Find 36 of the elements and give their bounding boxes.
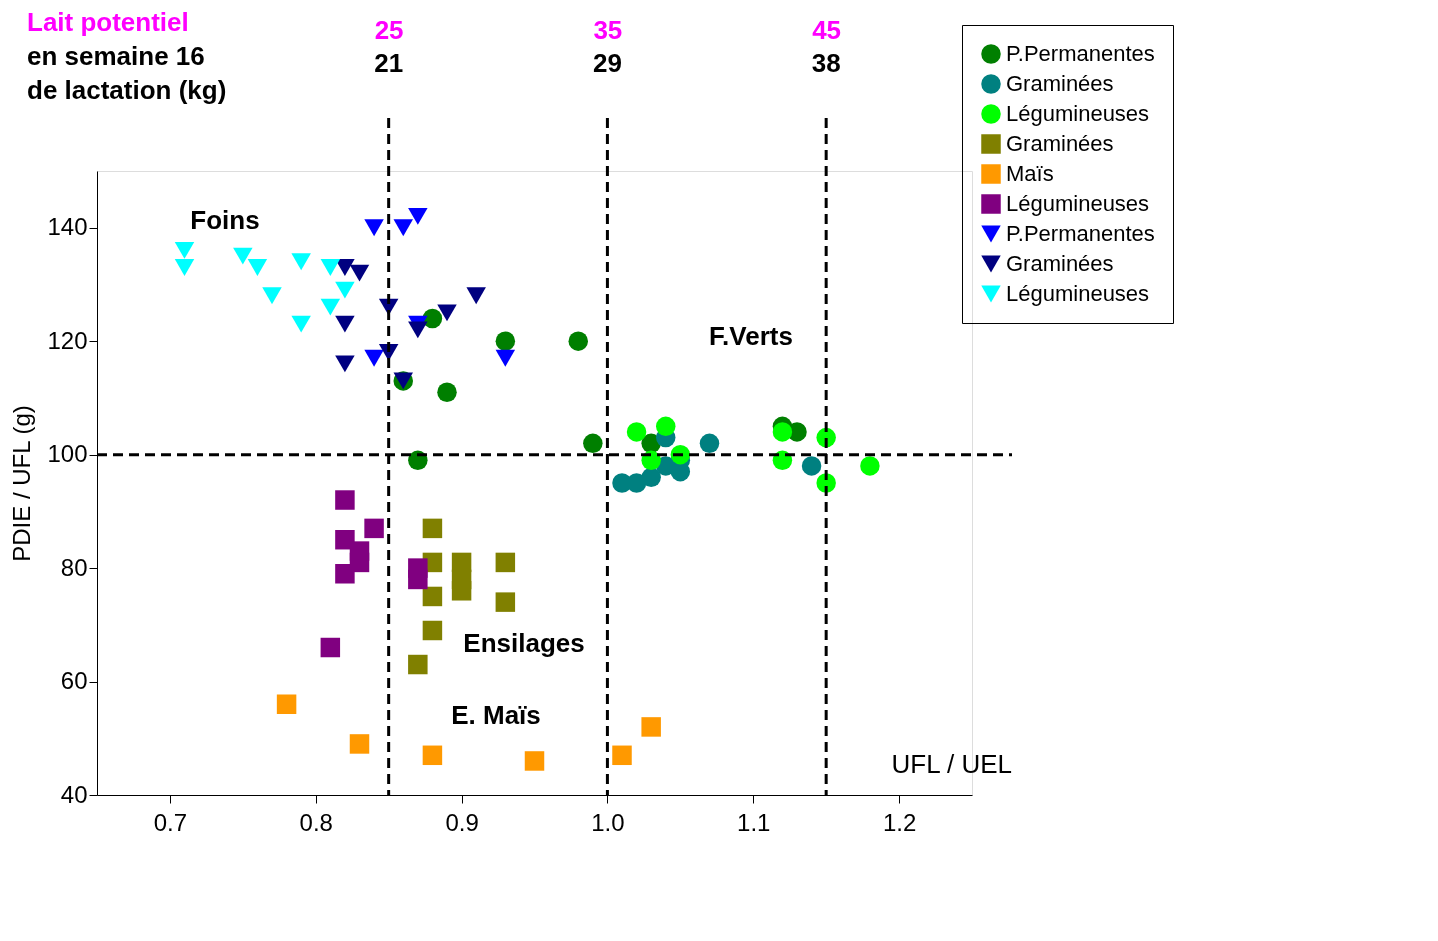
x-tick-label: 1.1 (737, 808, 771, 836)
annotation: Ensilages (463, 628, 585, 658)
y-tick-label: 60 (60, 667, 88, 695)
text: de lactation (kg) (27, 75, 227, 105)
text: 21 (374, 48, 404, 78)
legend-label: Graminées (1006, 131, 1114, 156)
x2-tick-label: 35 (593, 14, 623, 45)
y-tick-label: 120 (47, 326, 88, 354)
y-tick-label: 40 (60, 780, 88, 808)
y-axis-title: PDIE / UFL (g) (8, 405, 36, 562)
legend-label: Légumineuses (1006, 191, 1150, 216)
x2-axis-title: Lait potentiel (27, 7, 189, 37)
legend-label: Graminées (1006, 251, 1114, 276)
text: 29 (592, 48, 622, 78)
legend-label: Maïs (1006, 161, 1054, 186)
legend-label: P.Permanentes (1006, 41, 1155, 66)
legend-label: P.Permanentes (1006, 221, 1155, 246)
annotation: E. Maïs (451, 700, 541, 730)
x-axis-title: UFL / UEL (891, 749, 1012, 779)
x-tick-label: 0.7 (153, 808, 188, 836)
annotation: F.Verts (709, 321, 793, 351)
x-tick-label: 0.9 (445, 808, 479, 836)
x2-tick-label: 25 (374, 14, 404, 45)
annotation: Foins (190, 205, 260, 235)
text: 38 (811, 48, 841, 78)
legend-label: Légumineuses (1006, 281, 1150, 306)
x-tick-label: 0.8 (299, 808, 333, 836)
text: en semaine 16 (27, 41, 205, 71)
legend-label: Légumineuses (1006, 101, 1150, 126)
legend-label: Graminées (1006, 71, 1114, 96)
x2-tick-label: 45 (812, 14, 842, 45)
y-tick-label: 140 (47, 213, 88, 241)
x-tick-label: 1.0 (591, 808, 625, 836)
y-tick-label: 100 (47, 440, 88, 468)
y-tick-label: 80 (60, 553, 88, 581)
x-tick-label: 1.2 (882, 808, 917, 836)
